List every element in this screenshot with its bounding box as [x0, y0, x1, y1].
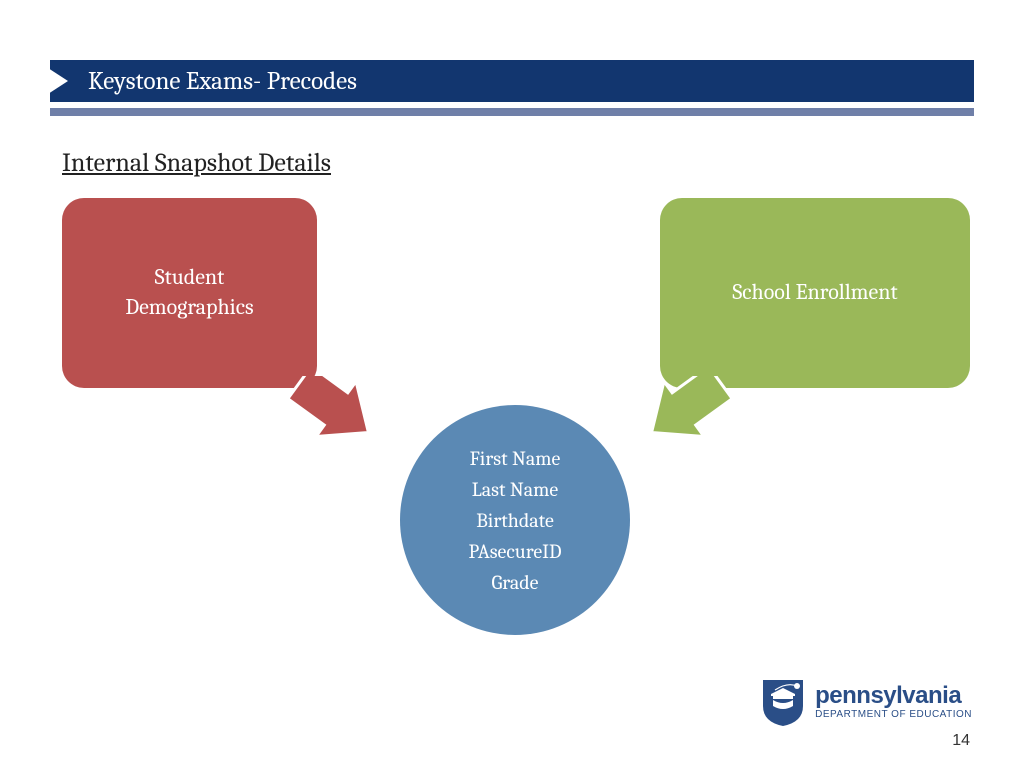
logo-main: pennsylvania: [815, 684, 972, 708]
underline-bar: [50, 108, 974, 116]
circle-item: Birthdate: [476, 505, 554, 536]
circle-item: First Name: [470, 443, 561, 474]
logo-text: pennsylvania DEPARTMENT OF EDUCATION: [815, 684, 972, 720]
logo: pennsylvania DEPARTMENT OF EDUCATION: [759, 676, 972, 728]
box-school-enrollment: School Enrollment: [660, 198, 970, 388]
circle-item: Grade: [492, 567, 539, 598]
circle-item: PAsecureID: [468, 536, 561, 567]
box-right-label: School Enrollment: [732, 278, 897, 308]
logo-sub: DEPARTMENT OF EDUCATION: [815, 710, 972, 720]
title-bar: Keystone Exams- Precodes: [50, 60, 974, 102]
logo-shield-icon: [759, 676, 807, 728]
box-student-demographics: Student Demographics: [62, 198, 317, 388]
box-left-label: Student Demographics: [125, 263, 253, 322]
center-circle: First Name Last Name Birthdate PAsecureI…: [400, 405, 630, 635]
arrow-right-icon: [638, 376, 738, 456]
circle-item: Last Name: [472, 474, 559, 505]
page-number: 14: [952, 732, 970, 750]
arrow-left-icon: [282, 376, 382, 456]
title-text: Keystone Exams- Precodes: [88, 67, 357, 96]
subtitle: Internal Snapshot Details: [62, 148, 331, 178]
